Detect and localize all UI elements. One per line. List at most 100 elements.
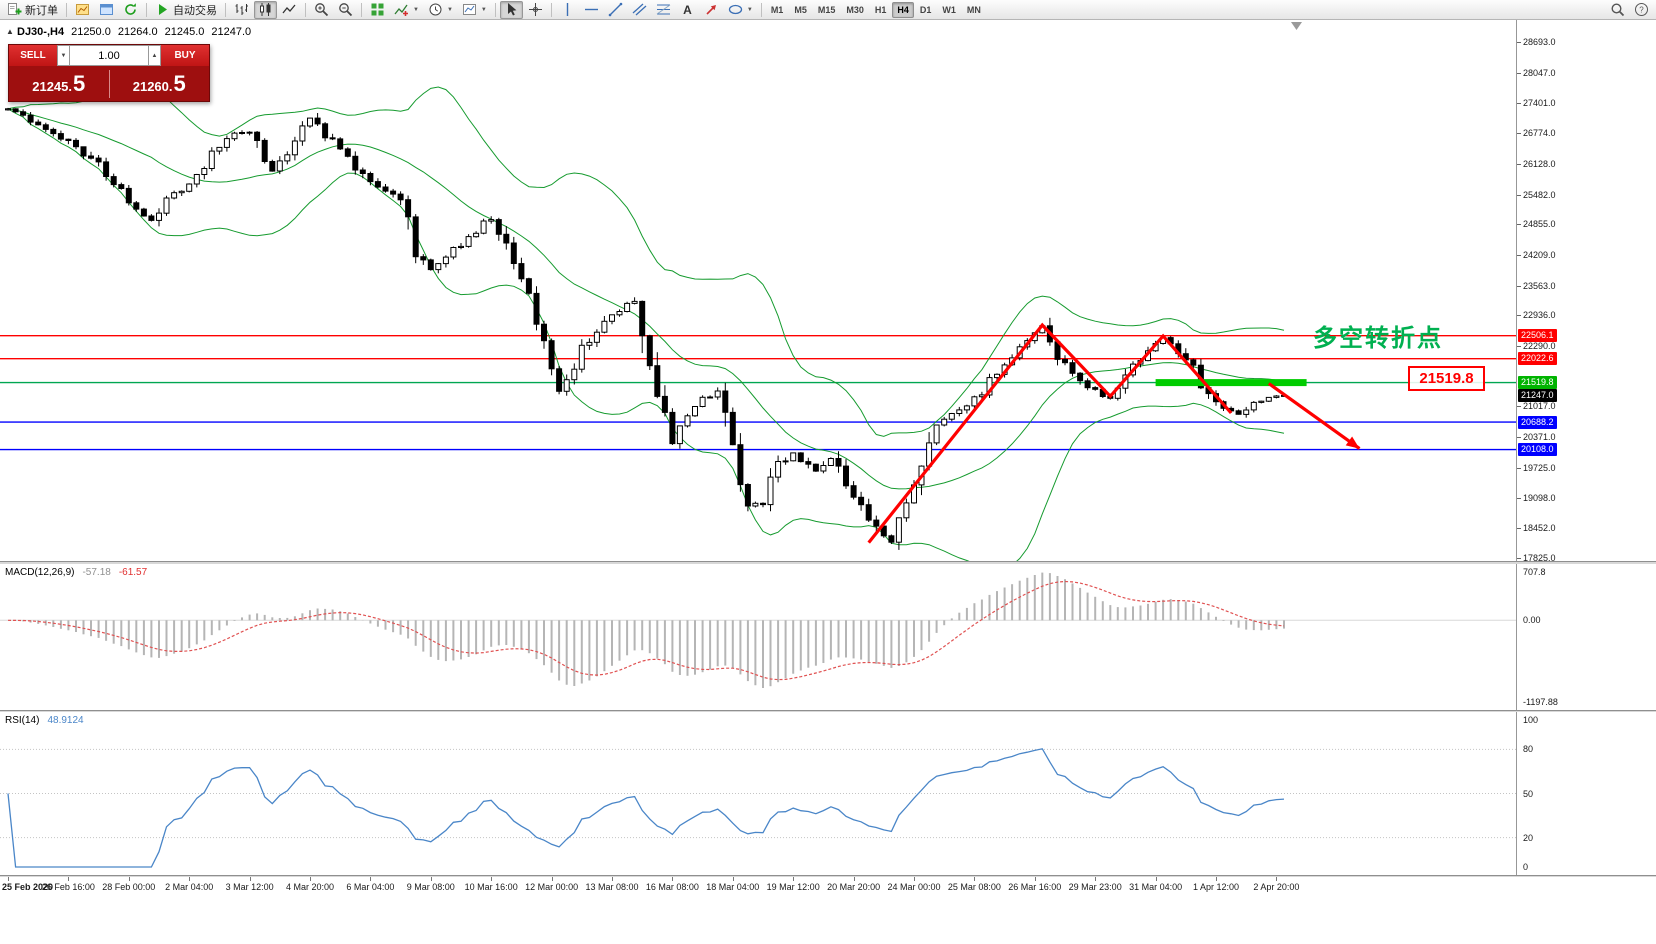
- price-tick-label: 24855.0: [1523, 219, 1556, 230]
- buy-price[interactable]: 21260. 5: [110, 73, 210, 95]
- time-axis-label: 2 Mar 04:00: [165, 882, 214, 892]
- cursor-tool-button[interactable]: [499, 0, 523, 19]
- time-axis-tick: [1276, 877, 1278, 881]
- trend-line-2[interactable]: [1267, 382, 1361, 450]
- channel-icon: [632, 3, 647, 16]
- support-zone-bar[interactable]: [1155, 379, 1307, 387]
- spin-up-icon: ▲: [151, 52, 158, 59]
- help-button[interactable]: ?: [1630, 1, 1653, 19]
- toolbar-separator: [66, 2, 67, 17]
- panel-resize-separator[interactable]: [0, 561, 1656, 564]
- price-badge: 20108.0: [1518, 443, 1557, 457]
- refresh-button[interactable]: [119, 1, 142, 19]
- channel-tool-button[interactable]: [628, 1, 651, 19]
- bar-chart-mode-button[interactable]: [230, 1, 253, 19]
- shapes-tool-button[interactable]: ▼: [724, 1, 757, 19]
- price-badge: 20688.2: [1518, 415, 1557, 429]
- timeframe-m5-button[interactable]: M5: [794, 4, 807, 15]
- time-axis-tick: [189, 877, 191, 881]
- new-chart-button[interactable]: [71, 1, 94, 19]
- trend-line-1[interactable]: [867, 322, 1233, 544]
- price-axis-tick: [1517, 285, 1521, 287]
- time-axis-tick: [128, 877, 130, 881]
- high-value: 21264.0: [117, 26, 158, 38]
- time-axis-tick: [612, 877, 613, 881]
- text-tool-button[interactable]: A: [676, 1, 699, 19]
- time-axis-tick: [551, 877, 553, 881]
- chevron-down-icon: ▼: [480, 6, 487, 13]
- time-axis-label: 28 Feb 00:00: [102, 882, 156, 892]
- timeframe-mn-button[interactable]: MN: [966, 4, 981, 15]
- arrow-tool-button[interactable]: [700, 1, 723, 19]
- buy-button[interactable]: BUY: [161, 45, 209, 66]
- time-axis-tick: [491, 877, 493, 881]
- zoom-in-button[interactable]: [310, 1, 333, 19]
- timeframe-m30-button[interactable]: M30: [846, 4, 864, 15]
- sell-button[interactable]: SELL: [9, 45, 57, 66]
- price-axis-tick: [1517, 528, 1521, 530]
- timeframe-h1-button[interactable]: H1: [874, 4, 887, 15]
- price-axis-tick: [1517, 467, 1521, 469]
- autotrading-button[interactable]: 自动交易: [151, 1, 221, 19]
- time-axis[interactable]: 25 Feb 2020 26 Feb 16:00 28 Feb 00:00 2 Mar…: [0, 877, 1516, 897]
- sell-price[interactable]: 21245. 5: [9, 73, 109, 95]
- crosshair-icon: [528, 3, 542, 16]
- volume-increase-button[interactable]: ▲: [148, 45, 161, 66]
- price-badge: 22506.1: [1518, 329, 1557, 343]
- templates-icon: [462, 4, 476, 15]
- periods-button[interactable]: ▼: [424, 1, 457, 19]
- help-icon: ?: [1635, 3, 1648, 16]
- vertical-line-tool-button[interactable]: [556, 1, 579, 19]
- horizontal-line-tool-button[interactable]: [580, 1, 603, 19]
- trendline-tool-button[interactable]: [604, 1, 627, 19]
- rsi-panel[interactable]: [0, 712, 1516, 875]
- price-chart[interactable]: [0, 20, 1516, 561]
- price-axis-tick: [1517, 194, 1521, 196]
- level-price-label[interactable]: 21519.8: [1408, 366, 1485, 391]
- macd-axis-label: 707.8: [1523, 567, 1546, 577]
- price-tick-label: 19725.0: [1523, 462, 1556, 473]
- time-axis-label: 9 Mar 08:00: [406, 882, 455, 892]
- profiles-button[interactable]: [95, 1, 118, 19]
- timeframe-m15-button[interactable]: M15: [817, 4, 836, 15]
- time-axis-tick: [1216, 877, 1217, 881]
- toolbar-separator: [361, 2, 362, 17]
- one-click-trade-panel[interactable]: SELL ▼ ▲ BUY 21245.5 21260.5: [8, 44, 210, 102]
- timeframe-m1-button[interactable]: M1: [770, 4, 784, 15]
- chart-shift-marker[interactable]: [1291, 22, 1302, 30]
- search-button[interactable]: [1606, 1, 1629, 19]
- candlestick-mode-button[interactable]: [254, 0, 277, 19]
- crosshair-tool-button[interactable]: [524, 1, 547, 19]
- tile-windows-button[interactable]: [366, 1, 389, 19]
- spin-down-icon: ▼: [60, 52, 67, 59]
- main-toolbar: 新订单 自动交易: [0, 0, 1656, 20]
- new-order-button[interactable]: 新订单: [3, 1, 62, 19]
- bollinger-bands: [7, 86, 1285, 561]
- turning-point-annotation[interactable]: 多空转折点: [1313, 325, 1443, 352]
- templates-button[interactable]: ▼: [458, 1, 491, 19]
- timeframe-h4-button[interactable]: H4: [892, 1, 914, 18]
- macd-panel[interactable]: [0, 564, 1516, 710]
- zoom-out-button[interactable]: [334, 1, 357, 19]
- price-tick-label: 26774.0: [1523, 128, 1556, 139]
- indicators-button[interactable]: ▼: [390, 1, 423, 19]
- one-click-panel-toggle[interactable]: ▲: [6, 27, 14, 36]
- volume-decrease-button[interactable]: ▼: [57, 45, 70, 66]
- volume-input[interactable]: [70, 45, 148, 66]
- panel-resize-separator[interactable]: [0, 710, 1656, 712]
- timeframe-w1-button[interactable]: W1: [942, 4, 956, 15]
- line-chart-mode-button[interactable]: [278, 1, 301, 19]
- price-tick-label: 17825.0: [1523, 553, 1556, 563]
- chevron-down-icon: ▼: [746, 6, 753, 13]
- price-tick-label: 22936.0: [1523, 310, 1556, 321]
- price-axis[interactable]: 28693.0 28047.0 27401.0 26774.0 26128.0 25482…: [1517, 20, 1656, 877]
- price-tick-label: 23563.0: [1523, 280, 1556, 291]
- chart-title: DJ30-,H4 21250.0 21264.0 21245.0 21247.0: [17, 26, 251, 38]
- fibonacci-tool-button[interactable]: [652, 1, 675, 19]
- time-axis-label: 19 Mar 12:00: [766, 882, 820, 892]
- panel-resize-separator[interactable]: [0, 875, 1656, 877]
- rsi-axis-label: 80: [1523, 744, 1534, 755]
- timeframe-d1-button[interactable]: D1: [919, 4, 932, 15]
- price-badge: 22022.6: [1518, 352, 1557, 366]
- chevron-down-icon: ▼: [446, 6, 453, 13]
